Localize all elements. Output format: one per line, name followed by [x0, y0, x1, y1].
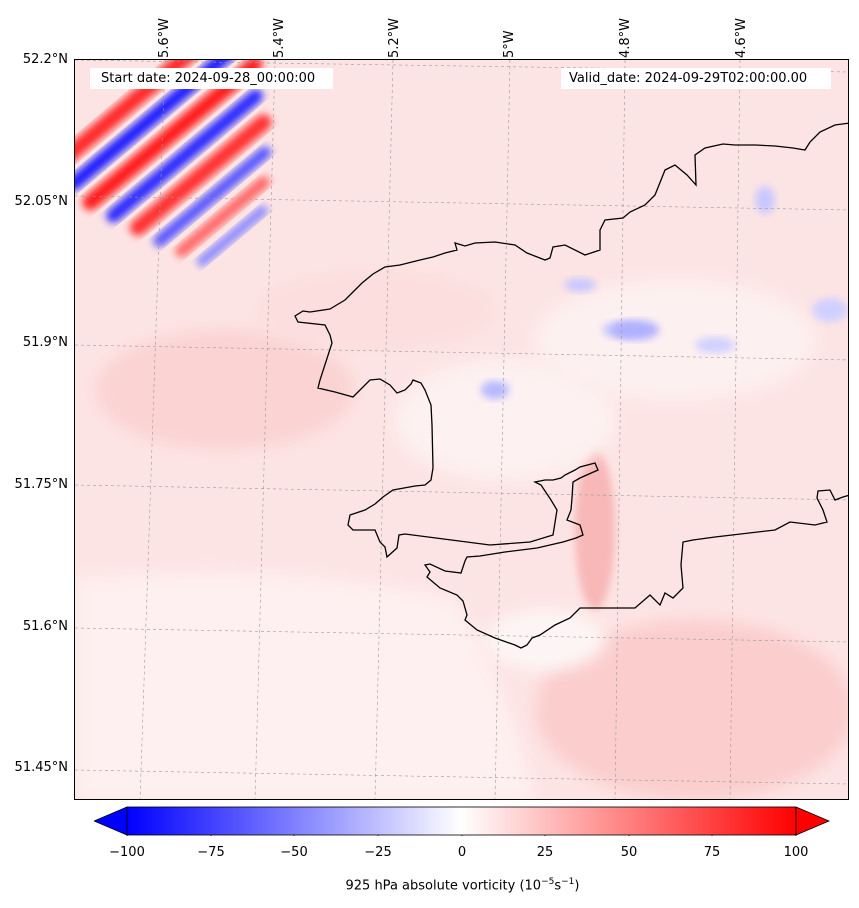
field-blue-spot-5: [755, 186, 775, 214]
lon-label-5.6w: 5.6°W: [157, 17, 172, 58]
lat-label-51.75n: 51.75°N: [14, 477, 68, 492]
map-panel[interactable]: Start date: 2024-09-28_00:00:00 Valid_da…: [74, 59, 849, 800]
field-land-patch-3: [485, 610, 605, 670]
field-blue-spot-6: [812, 298, 848, 322]
field-warm-southeast: [535, 620, 848, 799]
lon-label-5.4w: 5.4°W: [272, 17, 287, 58]
colorbar-ticks: [126, 835, 797, 836]
colorbar-tick-minus75: −75: [197, 845, 225, 860]
field-blue-spot-4: [564, 278, 596, 292]
colorbar-tick-minus100: −100: [109, 845, 145, 860]
coastline: [294, 122, 848, 649]
colorbar-label: 925 hPa absolute vorticity (10−5s−1): [345, 877, 580, 894]
lon-label-5w: 5°W: [502, 30, 517, 58]
colorbar-max-extend: [795, 806, 830, 836]
vorticity-map: [75, 60, 848, 799]
colorbar: [94, 806, 830, 836]
lon-label-5.2w: 5.2°W: [387, 17, 402, 58]
colorbar-tick-75: 75: [703, 845, 721, 860]
lon-label-4.6w: 4.6°W: [734, 17, 749, 58]
start-date-label: Start date: 2024-09-28_00:00:00: [95, 68, 322, 89]
colorbar-tick-minus25: −25: [364, 845, 392, 860]
colorbar-tick-50: 50: [620, 845, 638, 860]
field-blue-spot-7: [695, 337, 735, 353]
colorbar-tick-25: 25: [536, 845, 554, 860]
valid-date-label: Valid_date: 2024-09-29T02:00:00.00: [563, 68, 814, 89]
lat-label-52.05n: 52.05°N: [14, 194, 68, 209]
lat-label-51.45n: 51.45°N: [14, 760, 68, 775]
colorbar-min-extend: [94, 806, 128, 836]
field-land-patch-1: [395, 360, 615, 480]
colorbar-tick-0: 0: [457, 845, 467, 860]
field-land-patch-2: [535, 280, 815, 400]
lon-label-4.8w: 4.8°W: [618, 17, 633, 58]
field-warm-ridge: [575, 450, 615, 610]
field-light-south: [75, 573, 535, 799]
field-blue-spot-3: [611, 320, 659, 340]
lat-label-51.9n: 51.9°N: [22, 335, 68, 350]
colorbar-gradient: [126, 806, 797, 836]
field-warm-center: [255, 270, 495, 350]
field-warm-west: [95, 330, 355, 450]
lat-label-52.2n: 52.2°N: [22, 52, 68, 67]
colorbar-tick-minus50: −50: [280, 845, 308, 860]
field-blue-spot-1: [481, 381, 509, 399]
lat-label-51.6n: 51.6°N: [22, 619, 68, 634]
colorbar-tick-100: 100: [783, 845, 809, 860]
